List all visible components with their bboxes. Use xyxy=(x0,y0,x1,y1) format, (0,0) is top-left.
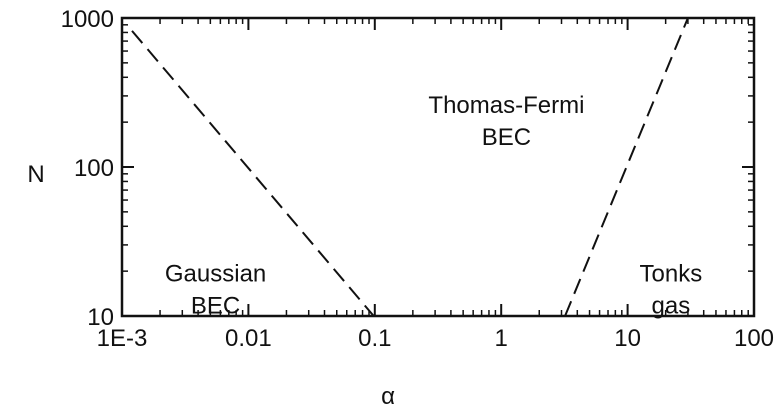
y-axis-title: N xyxy=(27,161,44,188)
region-label-line: Thomas-Fermi xyxy=(428,92,584,119)
x-tick-label: 1 xyxy=(495,325,508,352)
phase-boundary-line-2 xyxy=(564,17,689,317)
plot-frame xyxy=(120,16,756,318)
x-tick-label: 0.1 xyxy=(358,325,391,352)
y-tick-label: 10 xyxy=(87,304,114,331)
x-tick-label: 100 xyxy=(734,325,774,352)
region-label-line: BEC xyxy=(482,124,531,151)
region-label: Thomas-Fermi BEC xyxy=(428,92,584,151)
region-label-line: Tonks xyxy=(640,261,703,288)
y-tick-label: 100 xyxy=(74,155,114,182)
x-tick-label: 10 xyxy=(614,325,641,352)
region-label: Tonks gas xyxy=(640,261,703,320)
y-tick-label: 1000 xyxy=(61,6,114,33)
x-axis-title: α xyxy=(381,383,395,410)
tick-labels: 1E-3 0.01 0.1 1 10 100 10 100 1000 xyxy=(61,6,774,352)
region-label: Gaussian BEC xyxy=(165,261,266,320)
phase-boundary-line-1 xyxy=(131,30,375,317)
region-label-line: Gaussian xyxy=(165,261,266,288)
x-tick-label: 0.01 xyxy=(225,325,272,352)
annotation-layer: Thomas-Fermi BEC Gaussian BEC Tonks gas xyxy=(165,92,702,320)
series-layer xyxy=(131,17,689,317)
x-tick-label: 1E-3 xyxy=(97,325,148,352)
